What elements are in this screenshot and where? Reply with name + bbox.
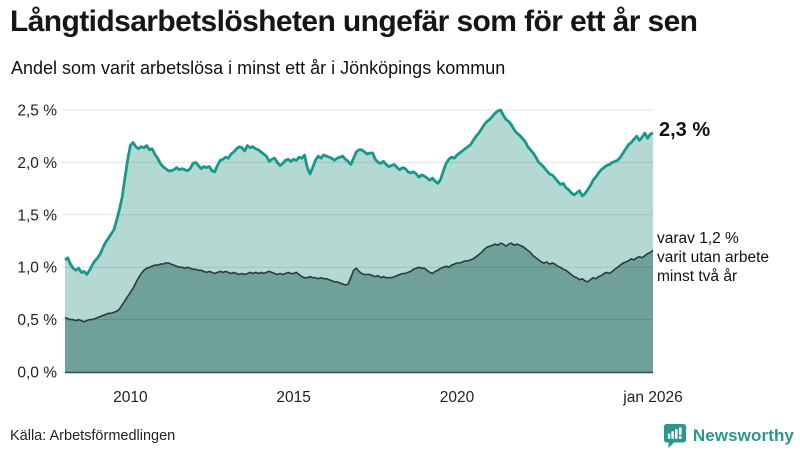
y-axis-tick-label: 2,5 % — [17, 103, 57, 120]
y-axis-tick-label: 2,0 % — [17, 155, 57, 172]
source-credit: Källa: Arbetsförmedlingen — [10, 428, 176, 444]
y-axis-tick-label: 0,0 % — [17, 365, 57, 382]
x-axis-tick-label: jan 2026 — [622, 389, 682, 406]
line-at-least-one-year — [64, 108, 654, 276]
page-subtitle: Andel som varit arbetslösa i minst ett å… — [11, 58, 506, 78]
y-axis-tick-label: 1,5 % — [17, 207, 57, 224]
y-axis-tick-label: 0,5 % — [17, 312, 57, 329]
x-axis-tick-label: 2015 — [276, 389, 310, 406]
newsworthy-brand-label: Newsworthy — [692, 426, 794, 445]
page-title: Långtidsarbetslösheten ungefär som för e… — [10, 5, 698, 38]
secondary-annotation-line2: varit utan arbete — [657, 249, 770, 266]
y-axis-tick-label: 1,0 % — [17, 260, 57, 277]
secondary-annotation-line3: minst två år — [657, 268, 738, 285]
x-axis-tick-label: 2010 — [113, 389, 148, 406]
secondary-series-annotation: varav 1,2 % varit utan arbete minst två … — [657, 229, 769, 286]
newsworthy-logo-icon — [663, 423, 687, 449]
secondary-annotation-line1: varav 1,2 % — [657, 230, 739, 247]
line-at-least-two-years — [64, 242, 654, 323]
x-axis-tick-label: 2020 — [440, 389, 475, 406]
latest-value-annotation: 2,3 % — [659, 119, 711, 141]
area-at-least-two-years — [65, 243, 653, 372]
newsworthy-brand-link[interactable]: Newsworthy — [663, 423, 794, 449]
